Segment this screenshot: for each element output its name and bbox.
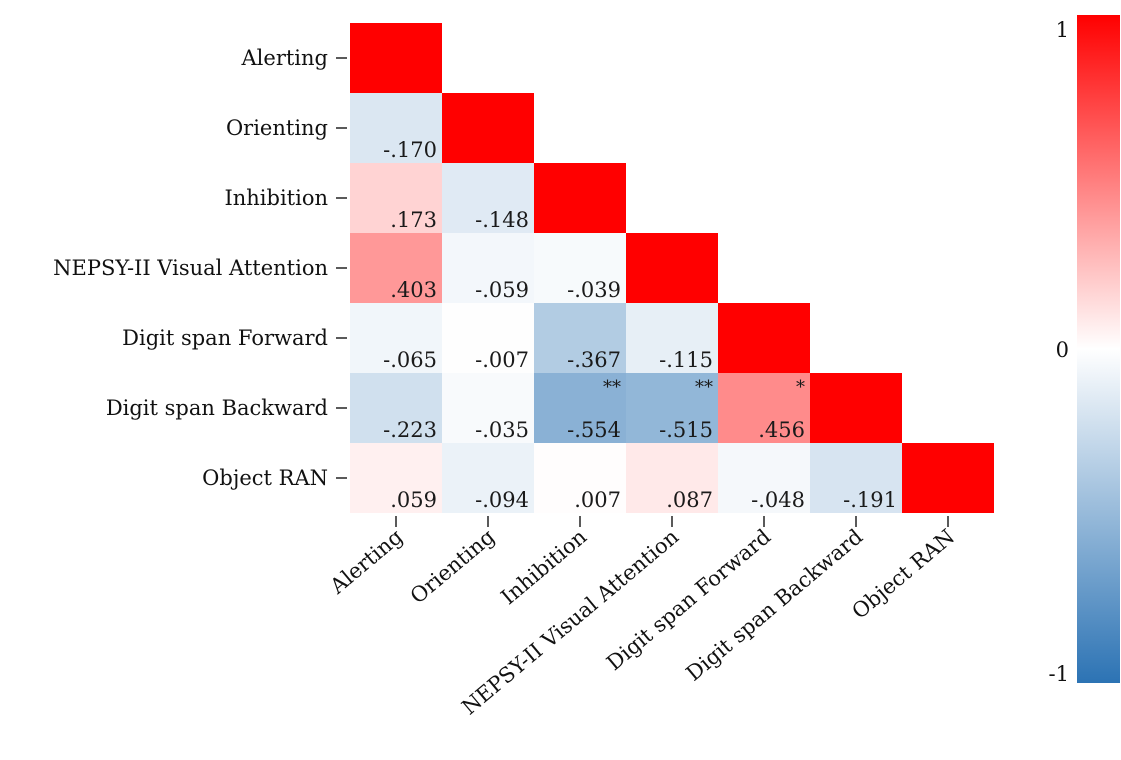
heatmap-cell <box>442 443 534 513</box>
row-label: Orienting <box>226 116 328 140</box>
cell-value-label: -.115 <box>659 348 713 372</box>
cell-value-label: -.170 <box>383 138 437 162</box>
cell-value-label: .059 <box>390 488 437 512</box>
cell-value-label: .173 <box>390 208 437 232</box>
row-label: Alerting <box>241 46 328 70</box>
heatmap-cell <box>534 373 626 443</box>
heatmap-cell <box>442 373 534 443</box>
heatmap-cells: -.170 .173 -.148 .403 -.059 -.039 -.065 -.007 -.… <box>350 23 994 513</box>
cell-significance-marker: ** <box>603 377 621 398</box>
heatmap-cell <box>718 443 810 513</box>
heatmap-cell <box>534 303 626 373</box>
column-label: Orienting <box>406 524 500 608</box>
colorbar-tick-label: 0 <box>1056 338 1069 362</box>
heatmap-cell-diagonal <box>902 443 994 513</box>
cell-value-label: .403 <box>390 278 437 302</box>
colorbar-tick-label: -1 <box>1049 662 1069 686</box>
row-label: NEPSY-II Visual Attention <box>53 256 328 280</box>
cell-value-label: -.191 <box>843 488 897 512</box>
heatmap-cell <box>350 233 442 303</box>
column-label: Digit span Backward <box>682 524 868 685</box>
cell-value-label: -.035 <box>475 418 529 442</box>
column-label: Alerting <box>325 524 407 599</box>
cell-value-label: -.039 <box>567 278 621 302</box>
cell-value-label: -.148 <box>475 208 529 232</box>
colorbar-tick-label: 1 <box>1056 18 1069 42</box>
heatmap-cell <box>534 233 626 303</box>
cell-value-label: -.059 <box>475 278 529 302</box>
heatmap-cell-diagonal <box>350 23 442 93</box>
heatmap-cell <box>350 303 442 373</box>
cell-value-label: -.367 <box>567 348 621 372</box>
heatmap-cell <box>350 93 442 163</box>
cell-significance-marker: ** <box>695 377 713 398</box>
heatmap-cell <box>626 303 718 373</box>
cell-value-label: .456 <box>758 418 805 442</box>
heatmap-cell <box>350 373 442 443</box>
heatmap-cell <box>810 443 902 513</box>
heatmap-cell <box>626 443 718 513</box>
heatmap-cell-diagonal <box>718 303 810 373</box>
heatmap-cell <box>534 443 626 513</box>
heatmap-cell-diagonal <box>442 93 534 163</box>
colorbar: 1 0 -1 <box>1049 15 1120 686</box>
heatmap-cell-diagonal <box>626 233 718 303</box>
cell-value-label: -.007 <box>475 348 529 372</box>
colorbar-gradient <box>1077 15 1120 683</box>
heatmap-cell <box>626 373 718 443</box>
heatmap-cell <box>350 443 442 513</box>
heatmap-cell <box>442 233 534 303</box>
heatmap-cell <box>442 303 534 373</box>
cell-significance-marker: * <box>796 377 805 398</box>
row-label: Object RAN <box>202 466 328 490</box>
column-label: Digit span Forward <box>602 524 775 675</box>
heatmap-cell-diagonal <box>810 373 902 443</box>
cell-value-label: .087 <box>666 488 713 512</box>
cell-value-label: -.515 <box>659 418 713 442</box>
cell-value-label: -.094 <box>475 488 529 512</box>
heatmap-cell <box>718 373 810 443</box>
row-label: Digit span Forward <box>122 326 328 350</box>
heatmap-cell <box>442 163 534 233</box>
heatmap-cell-diagonal <box>534 163 626 233</box>
cell-value-label: -.554 <box>567 418 621 442</box>
cell-value-label: -.048 <box>751 488 805 512</box>
row-label: Inhibition <box>224 186 328 210</box>
cell-value-label: -.065 <box>383 348 437 372</box>
row-axis: Alerting Orienting Inhibition NEPSY-II Visu… <box>53 46 347 490</box>
row-label: Digit span Backward <box>106 396 328 420</box>
heatmap-cell <box>350 163 442 233</box>
cell-value-label: .007 <box>574 488 621 512</box>
column-label: Inhibition <box>496 524 591 609</box>
cell-value-label: -.223 <box>383 418 437 442</box>
